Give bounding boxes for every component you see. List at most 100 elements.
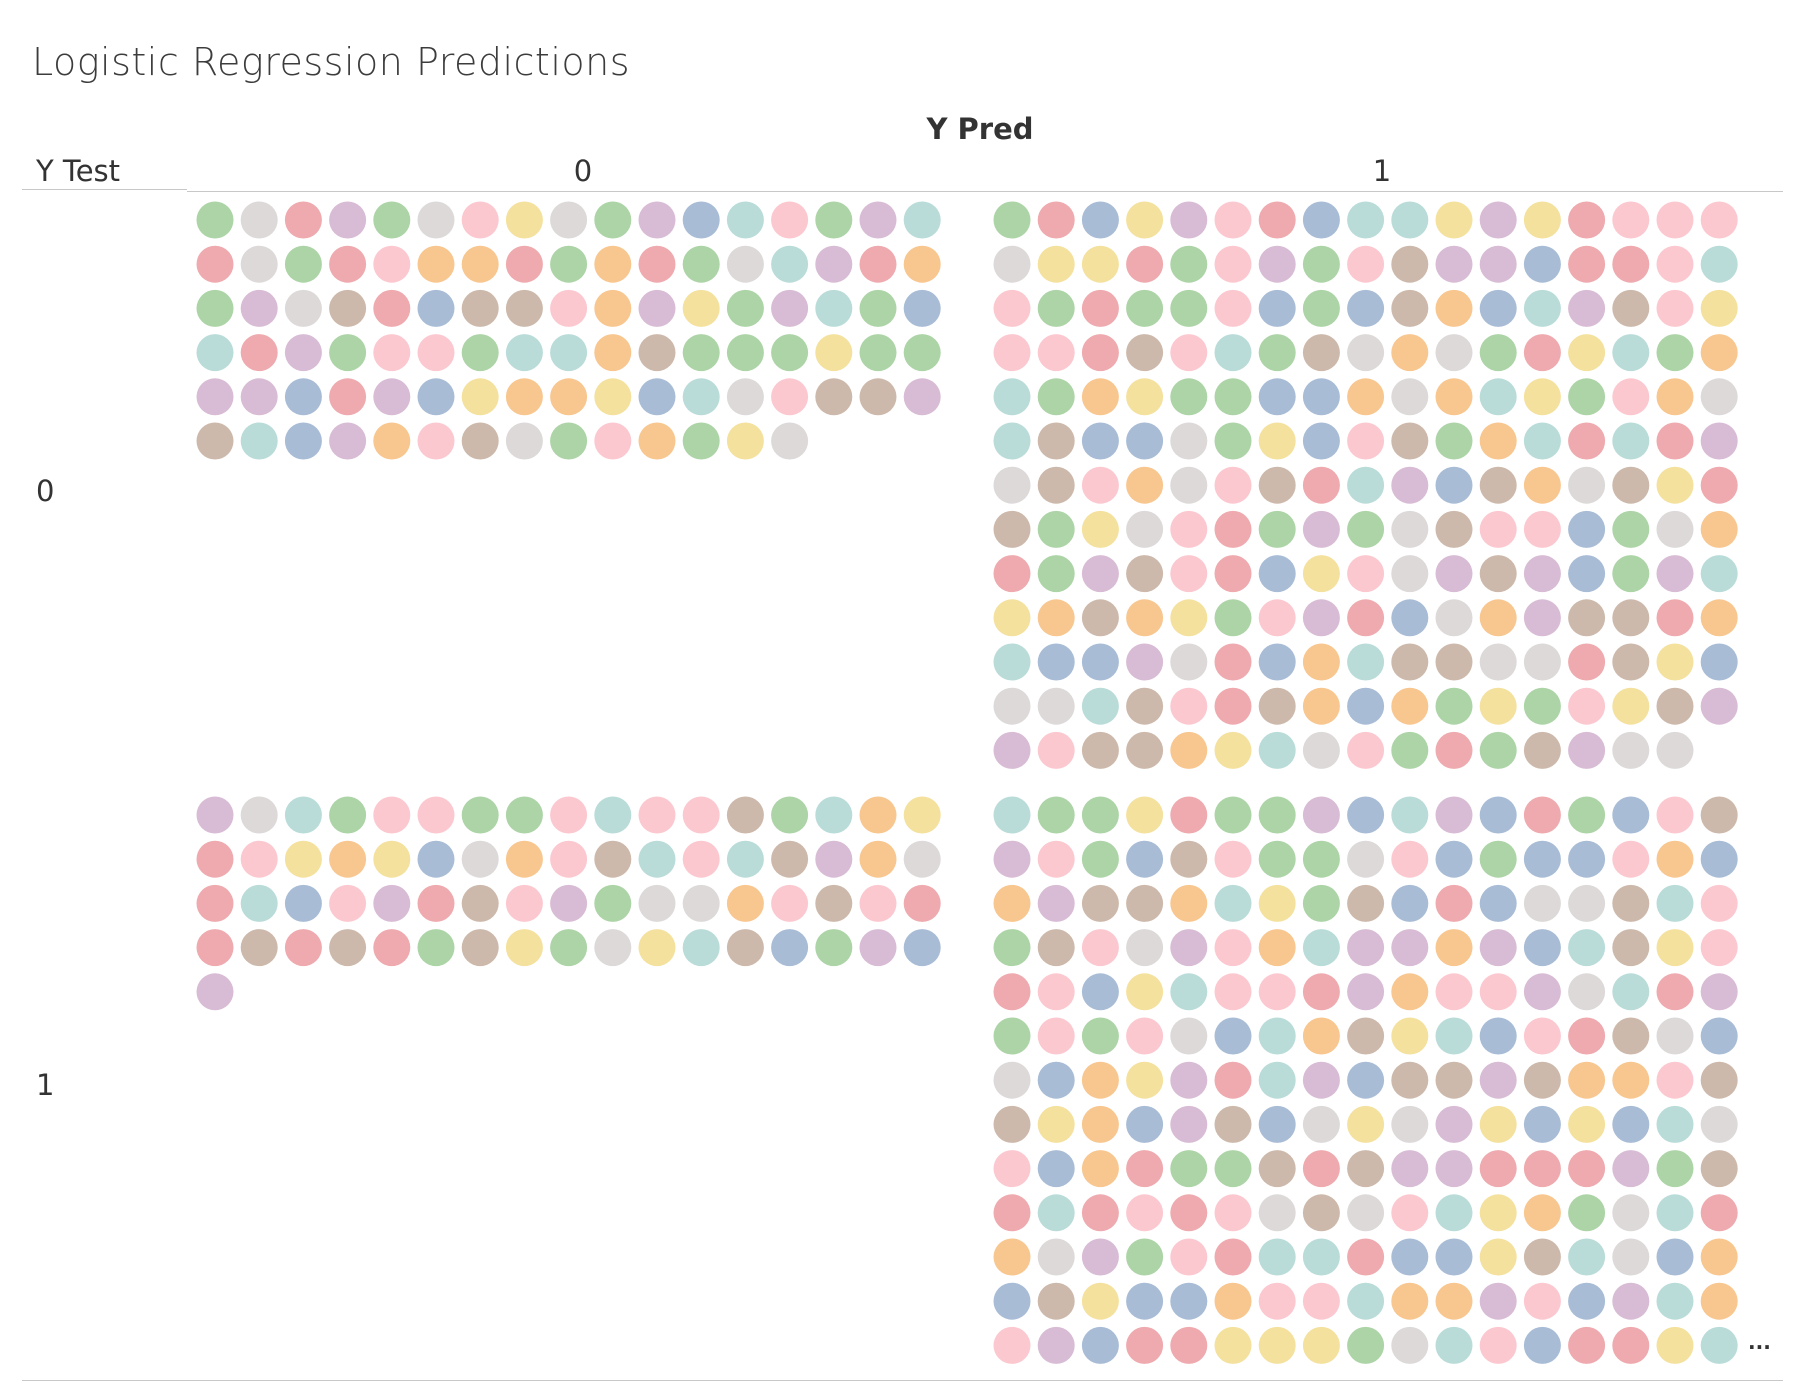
- unit-mark-test0-pred1[interactable]: [1170, 731, 1208, 769]
- unit-mark-test1-pred1[interactable]: [1523, 1061, 1561, 1099]
- unit-mark-test1-pred0[interactable]: [682, 840, 720, 878]
- unit-mark-test0-pred1[interactable]: [993, 334, 1031, 372]
- unit-mark-test0-pred1[interactable]: [993, 555, 1031, 593]
- unit-mark-test1-pred1[interactable]: [1568, 884, 1606, 922]
- unit-mark-test0-pred1[interactable]: [1435, 334, 1473, 372]
- unit-mark-test1-pred1[interactable]: [1391, 884, 1429, 922]
- unit-mark-test0-pred0[interactable]: [859, 201, 897, 239]
- unit-mark-test0-pred1[interactable]: [1700, 245, 1738, 283]
- unit-mark-test0-pred0[interactable]: [240, 289, 278, 327]
- unit-mark-test1-pred1[interactable]: [1302, 1061, 1340, 1099]
- unit-mark-test1-pred1[interactable]: [993, 1194, 1031, 1232]
- unit-mark-test1-pred1[interactable]: [1170, 884, 1208, 922]
- unit-mark-test0-pred1[interactable]: [1391, 289, 1429, 327]
- unit-mark-test0-pred0[interactable]: [594, 422, 632, 460]
- unit-mark-test1-pred1[interactable]: [1700, 796, 1738, 834]
- unit-mark-test0-pred1[interactable]: [1523, 422, 1561, 460]
- unit-mark-test0-pred1[interactable]: [1700, 599, 1738, 637]
- unit-mark-test0-pred1[interactable]: [1037, 643, 1075, 681]
- unit-mark-test1-pred0[interactable]: [638, 840, 676, 878]
- unit-mark-test0-pred1[interactable]: [1523, 466, 1561, 504]
- unit-mark-test0-pred1[interactable]: [1656, 289, 1694, 327]
- unit-mark-test1-pred1[interactable]: [1479, 929, 1517, 967]
- unit-mark-test1-pred0[interactable]: [505, 840, 543, 878]
- unit-mark-test0-pred1[interactable]: [1214, 289, 1252, 327]
- unit-mark-test1-pred0[interactable]: [594, 796, 632, 834]
- unit-mark-test0-pred1[interactable]: [1347, 466, 1385, 504]
- unit-mark-test0-pred1[interactable]: [1258, 599, 1296, 637]
- unit-mark-test0-pred1[interactable]: [1126, 555, 1164, 593]
- unit-mark-test0-pred1[interactable]: [1302, 466, 1340, 504]
- unit-mark-test0-pred1[interactable]: [1214, 599, 1252, 637]
- unit-mark-test1-pred1[interactable]: [1391, 1282, 1429, 1320]
- unit-mark-test0-pred0[interactable]: [417, 334, 455, 372]
- unit-mark-test0-pred0[interactable]: [771, 422, 809, 460]
- unit-mark-test0-pred1[interactable]: [1302, 245, 1340, 283]
- unit-mark-test0-pred0[interactable]: [461, 334, 499, 372]
- unit-mark-test0-pred1[interactable]: [1391, 599, 1429, 637]
- unit-mark-test1-pred0[interactable]: [903, 929, 941, 967]
- unit-mark-test1-pred1[interactable]: [1568, 796, 1606, 834]
- unit-mark-test1-pred1[interactable]: [1479, 1282, 1517, 1320]
- unit-mark-test0-pred0[interactable]: [196, 201, 234, 239]
- unit-mark-test0-pred0[interactable]: [284, 289, 322, 327]
- unit-mark-test0-pred0[interactable]: [859, 334, 897, 372]
- unit-mark-test1-pred1[interactable]: [1126, 1150, 1164, 1188]
- unit-mark-test0-pred0[interactable]: [284, 201, 322, 239]
- unit-mark-test1-pred0[interactable]: [196, 929, 234, 967]
- unit-mark-test0-pred1[interactable]: [1656, 731, 1694, 769]
- unit-mark-test0-pred1[interactable]: [1347, 378, 1385, 416]
- unit-mark-test0-pred1[interactable]: [1568, 687, 1606, 725]
- unit-mark-test0-pred0[interactable]: [284, 422, 322, 460]
- unit-mark-test1-pred1[interactable]: [1700, 1194, 1738, 1232]
- unit-mark-test0-pred0[interactable]: [373, 289, 411, 327]
- unit-mark-test1-pred1[interactable]: [1258, 1061, 1296, 1099]
- unit-mark-test0-pred1[interactable]: [1656, 378, 1694, 416]
- unit-mark-test1-pred1[interactable]: [1391, 1194, 1429, 1232]
- unit-mark-test1-pred1[interactable]: [1700, 840, 1738, 878]
- unit-mark-test1-pred1[interactable]: [1126, 796, 1164, 834]
- unit-mark-test1-pred1[interactable]: [1568, 1017, 1606, 1055]
- unit-mark-test1-pred1[interactable]: [1568, 929, 1606, 967]
- unit-mark-test1-pred0[interactable]: [903, 796, 941, 834]
- unit-mark-test0-pred1[interactable]: [993, 643, 1031, 681]
- unit-mark-test1-pred0[interactable]: [859, 796, 897, 834]
- unit-mark-test0-pred1[interactable]: [1258, 555, 1296, 593]
- unit-mark-test1-pred0[interactable]: [771, 884, 809, 922]
- unit-mark-test1-pred0[interactable]: [196, 884, 234, 922]
- unit-mark-test0-pred1[interactable]: [1302, 687, 1340, 725]
- unit-mark-test1-pred1[interactable]: [1302, 1282, 1340, 1320]
- unit-mark-test0-pred1[interactable]: [1126, 201, 1164, 239]
- unit-mark-test0-pred0[interactable]: [771, 201, 809, 239]
- unit-mark-test0-pred1[interactable]: [1391, 378, 1429, 416]
- unit-mark-test1-pred0[interactable]: [594, 840, 632, 878]
- unit-mark-test1-pred0[interactable]: [373, 840, 411, 878]
- unit-mark-test1-pred1[interactable]: [1435, 929, 1473, 967]
- unit-mark-test1-pred0[interactable]: [859, 884, 897, 922]
- unit-mark-test0-pred1[interactable]: [1612, 378, 1650, 416]
- unit-mark-test1-pred1[interactable]: [1037, 1105, 1075, 1143]
- unit-mark-test0-pred1[interactable]: [1126, 422, 1164, 460]
- unit-mark-test1-pred1[interactable]: [1347, 796, 1385, 834]
- unit-mark-test0-pred1[interactable]: [1214, 687, 1252, 725]
- unit-mark-test1-pred1[interactable]: [1126, 1326, 1164, 1364]
- unit-mark-test1-pred1[interactable]: [1302, 884, 1340, 922]
- unit-mark-test0-pred0[interactable]: [638, 289, 676, 327]
- unit-mark-test0-pred1[interactable]: [1081, 687, 1119, 725]
- unit-mark-test1-pred1[interactable]: [1126, 1282, 1164, 1320]
- unit-mark-test0-pred0[interactable]: [505, 422, 543, 460]
- unit-mark-test1-pred1[interactable]: [1612, 1061, 1650, 1099]
- unit-mark-test1-pred1[interactable]: [1656, 929, 1694, 967]
- unit-mark-test1-pred1[interactable]: [1656, 840, 1694, 878]
- unit-mark-test0-pred0[interactable]: [859, 378, 897, 416]
- unit-mark-test0-pred0[interactable]: [771, 245, 809, 283]
- unit-mark-test1-pred0[interactable]: [638, 796, 676, 834]
- unit-mark-test1-pred1[interactable]: [1656, 1282, 1694, 1320]
- unit-mark-test1-pred1[interactable]: [1435, 1105, 1473, 1143]
- unit-mark-test1-pred1[interactable]: [1612, 1105, 1650, 1143]
- unit-mark-test0-pred1[interactable]: [1347, 422, 1385, 460]
- unit-mark-test0-pred1[interactable]: [1258, 334, 1296, 372]
- unit-mark-test1-pred1[interactable]: [1700, 1282, 1738, 1320]
- unit-mark-test1-pred1[interactable]: [1612, 1194, 1650, 1232]
- unit-mark-test0-pred0[interactable]: [284, 245, 322, 283]
